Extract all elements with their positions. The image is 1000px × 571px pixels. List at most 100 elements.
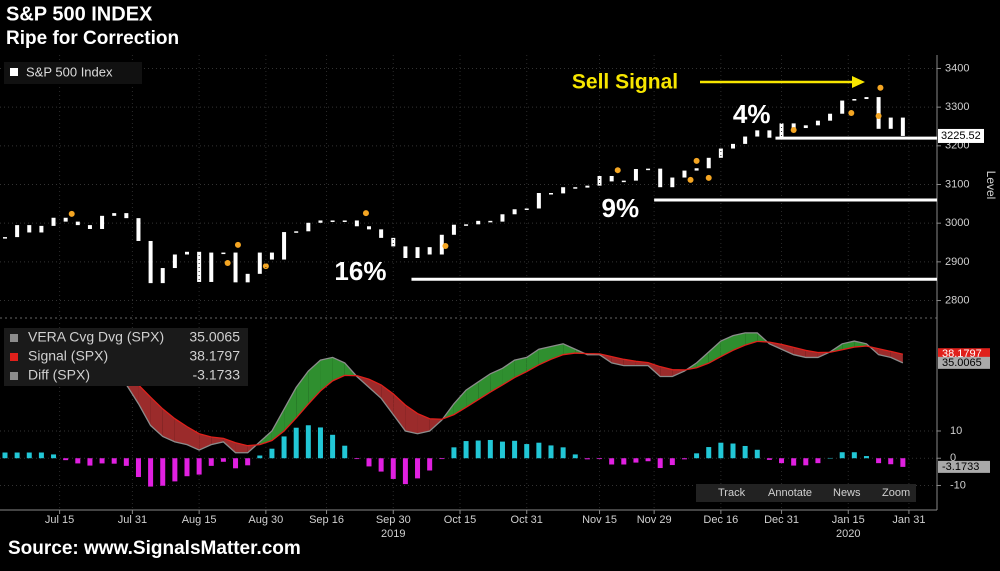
diff-bar (548, 445, 554, 459)
x-tick-label: Oct 15 (444, 514, 476, 526)
diff-bar (63, 458, 69, 461)
subtitle: Ripe for Correction (6, 28, 179, 49)
candle (257, 252, 262, 274)
diff-bar (888, 458, 894, 465)
diff-bar (14, 452, 20, 459)
candle (354, 220, 359, 227)
x-tick-label: Nov 29 (637, 514, 672, 526)
diff-bar (876, 458, 882, 464)
candle (573, 187, 578, 189)
level-label: 4% (733, 99, 771, 129)
crossover-fill (890, 351, 903, 363)
candle (112, 213, 117, 216)
candle (245, 273, 250, 283)
crossover-fill (854, 341, 867, 348)
crossover-fill (284, 387, 297, 431)
legend-swatch (10, 334, 18, 342)
diff-bar (815, 458, 821, 464)
diff-bar (75, 458, 81, 464)
candle (670, 177, 675, 188)
legend-swatch (10, 68, 18, 76)
diff-bar (499, 441, 505, 459)
diff-bar (779, 458, 785, 464)
candle (864, 97, 869, 100)
signal-dot (262, 263, 269, 270)
diff-bar (305, 425, 311, 459)
diff-bar (208, 458, 214, 466)
candle (549, 193, 553, 195)
candle (536, 193, 541, 209)
title: S&P 500 INDEX (6, 3, 153, 25)
candle (197, 251, 202, 282)
candle (100, 215, 105, 229)
year-label: 2020 (836, 528, 860, 540)
diff-bar (621, 458, 627, 465)
x-tick-label: Nov 15 (582, 514, 617, 526)
candle (185, 251, 189, 255)
diff-bar (293, 427, 299, 459)
candle (282, 232, 287, 260)
toolbar-button[interactable]: Annotate (768, 487, 812, 499)
candle (27, 225, 32, 233)
diff-bar (390, 458, 396, 479)
diff-bar (378, 458, 384, 472)
diff-bar (900, 458, 906, 467)
diff-bar (38, 452, 44, 459)
candle (488, 220, 493, 223)
diff-bar (609, 458, 615, 465)
candle (633, 169, 638, 181)
signal-dot (848, 109, 855, 116)
crossover-fill (296, 371, 309, 418)
level-label: 16% (334, 256, 386, 286)
toolbar-button[interactable]: Zoom (882, 487, 910, 499)
diff-bar (123, 458, 129, 466)
toolbar-button[interactable]: News (833, 487, 861, 499)
diff-bar (657, 458, 663, 469)
x-tick-label: Oct 31 (511, 514, 543, 526)
diff-bar (26, 452, 32, 459)
candle (706, 157, 711, 169)
y-tick-label: 10 (950, 425, 962, 437)
signal-dot (693, 157, 700, 164)
legend-box (4, 328, 248, 386)
candle (718, 148, 723, 158)
candle (682, 170, 687, 178)
candle (512, 209, 517, 215)
signal-dot (224, 260, 231, 267)
candle (815, 120, 820, 126)
candle (15, 225, 20, 238)
crossover-fill (150, 397, 163, 437)
diff-bar (415, 458, 421, 479)
candle (148, 240, 153, 284)
signal-dot (705, 174, 712, 181)
toolbar-button[interactable]: Track (718, 487, 746, 499)
diff-bar (366, 458, 372, 467)
last-price-label: 3225.52 (941, 130, 981, 142)
candle (439, 234, 444, 255)
signal-dot (442, 242, 449, 249)
x-tick-label: Jul 15 (45, 514, 74, 526)
y-tick-label: 3100 (945, 178, 969, 190)
candle (403, 246, 408, 258)
y-tick-label: 0 (950, 452, 956, 464)
signal-dot (614, 167, 621, 174)
diff-bar (669, 458, 675, 466)
candle (451, 224, 456, 235)
candle (828, 113, 833, 121)
candle (87, 225, 92, 229)
candle (51, 217, 56, 226)
crossover-fill (308, 360, 321, 405)
diff-bar (681, 458, 687, 460)
candle (367, 226, 371, 230)
level-label: 9% (602, 193, 640, 223)
candle (330, 220, 335, 222)
diff-bar (233, 458, 239, 469)
diff-bar (718, 442, 724, 459)
series-line (4, 340, 904, 447)
legend-label: VERA Cvg Dvg (SPX) (28, 329, 164, 345)
candle (221, 252, 226, 255)
diff-bar (536, 442, 542, 459)
x-tick-label: Dec 31 (764, 514, 799, 526)
y-axis-label: Level (984, 171, 998, 200)
